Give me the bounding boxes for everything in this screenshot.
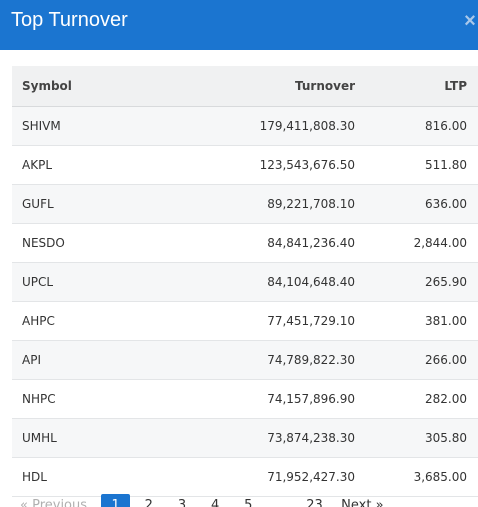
table-header-row: Symbol Turnover LTP (12, 66, 478, 107)
table-row[interactable]: AHPC 77,451,729.10 381.00 (12, 301, 478, 341)
table-row[interactable]: UPCL 84,104,648.40 265.90 (12, 262, 478, 302)
modal-header: Top Turnover × (0, 0, 478, 50)
cell-symbol: GUFL (12, 184, 182, 224)
cell-symbol: NHPC (12, 379, 182, 419)
cell-ltp: 282.00 (365, 379, 478, 419)
column-header-ltp[interactable]: LTP (365, 66, 478, 107)
cell-ltp: 636.00 (365, 184, 478, 224)
pagination-ellipsis: … (274, 498, 288, 507)
cell-symbol: AKPL (12, 145, 182, 185)
cell-turnover: 84,841,236.40 (182, 223, 365, 263)
close-icon[interactable]: × (464, 10, 476, 32)
cell-symbol: SHIVM (12, 106, 182, 146)
pagination-page-4[interactable]: 4 (210, 498, 220, 507)
cell-ltp: 265.90 (365, 262, 478, 302)
modal-title: Top Turnover (11, 9, 128, 31)
cell-symbol: UPCL (12, 262, 182, 302)
cell-symbol: HDL (12, 457, 182, 497)
turnover-table-container: Symbol Turnover LTP SHIVM 179,411,808.30 8… (12, 66, 478, 497)
turnover-table: Symbol Turnover LTP SHIVM 179,411,808.30 8… (12, 66, 478, 497)
cell-symbol: API (12, 340, 182, 380)
pagination-page-3[interactable]: 3 (177, 498, 187, 507)
cell-turnover: 84,104,648.40 (182, 262, 365, 302)
table-row[interactable]: NESDO 84,841,236.40 2,844.00 (12, 223, 478, 263)
cell-ltp: 816.00 (365, 106, 478, 146)
cell-turnover: 73,874,238.30 (182, 418, 365, 458)
column-header-symbol[interactable]: Symbol (12, 66, 182, 107)
cell-turnover: 74,157,896.90 (182, 379, 365, 419)
cell-ltp: 2,844.00 (365, 223, 478, 263)
pagination-previous[interactable]: « Previous (20, 498, 88, 507)
cell-symbol: NESDO (12, 223, 182, 263)
cell-turnover: 123,543,676.50 (182, 145, 365, 185)
cell-turnover: 89,221,708.10 (182, 184, 365, 224)
pagination: « Previous 1 2 3 4 5 … 23 Next » (12, 494, 384, 507)
table-row[interactable]: SHIVM 179,411,808.30 816.00 (12, 106, 478, 146)
pagination-page-last[interactable]: 23 (306, 498, 323, 507)
pagination-page-1[interactable]: 1 (101, 494, 131, 507)
cell-symbol: AHPC (12, 301, 182, 341)
pagination-page-5[interactable]: 5 (244, 498, 253, 507)
cell-ltp: 3,685.00 (365, 457, 478, 497)
cell-turnover: 71,952,427.30 (182, 457, 365, 497)
table-row[interactable]: HDL 71,952,427.30 3,685.00 (12, 457, 478, 497)
cell-turnover: 74,789,822.30 (182, 340, 365, 380)
cell-symbol: UMHL (12, 418, 182, 458)
table-row[interactable]: NHPC 74,157,896.90 282.00 (12, 379, 478, 419)
pagination-page-2[interactable]: 2 (144, 498, 153, 507)
table-row[interactable]: GUFL 89,221,708.10 636.00 (12, 184, 478, 224)
table-row[interactable]: UMHL 73,874,238.30 305.80 (12, 418, 478, 458)
cell-ltp: 305.80 (365, 418, 478, 458)
cell-ltp: 266.00 (365, 340, 478, 380)
cell-ltp: 511.80 (365, 145, 478, 185)
pagination-next[interactable]: Next » (341, 498, 384, 507)
table-row[interactable]: API 74,789,822.30 266.00 (12, 340, 478, 380)
cell-turnover: 179,411,808.30 (182, 106, 365, 146)
table-body: SHIVM 179,411,808.30 816.00 AKPL 123,543,676… (12, 106, 478, 497)
column-header-turnover[interactable]: Turnover (182, 66, 365, 107)
table-row[interactable]: AKPL 123,543,676.50 511.80 (12, 145, 478, 185)
cell-turnover: 77,451,729.10 (182, 301, 365, 341)
cell-ltp: 381.00 (365, 301, 478, 341)
